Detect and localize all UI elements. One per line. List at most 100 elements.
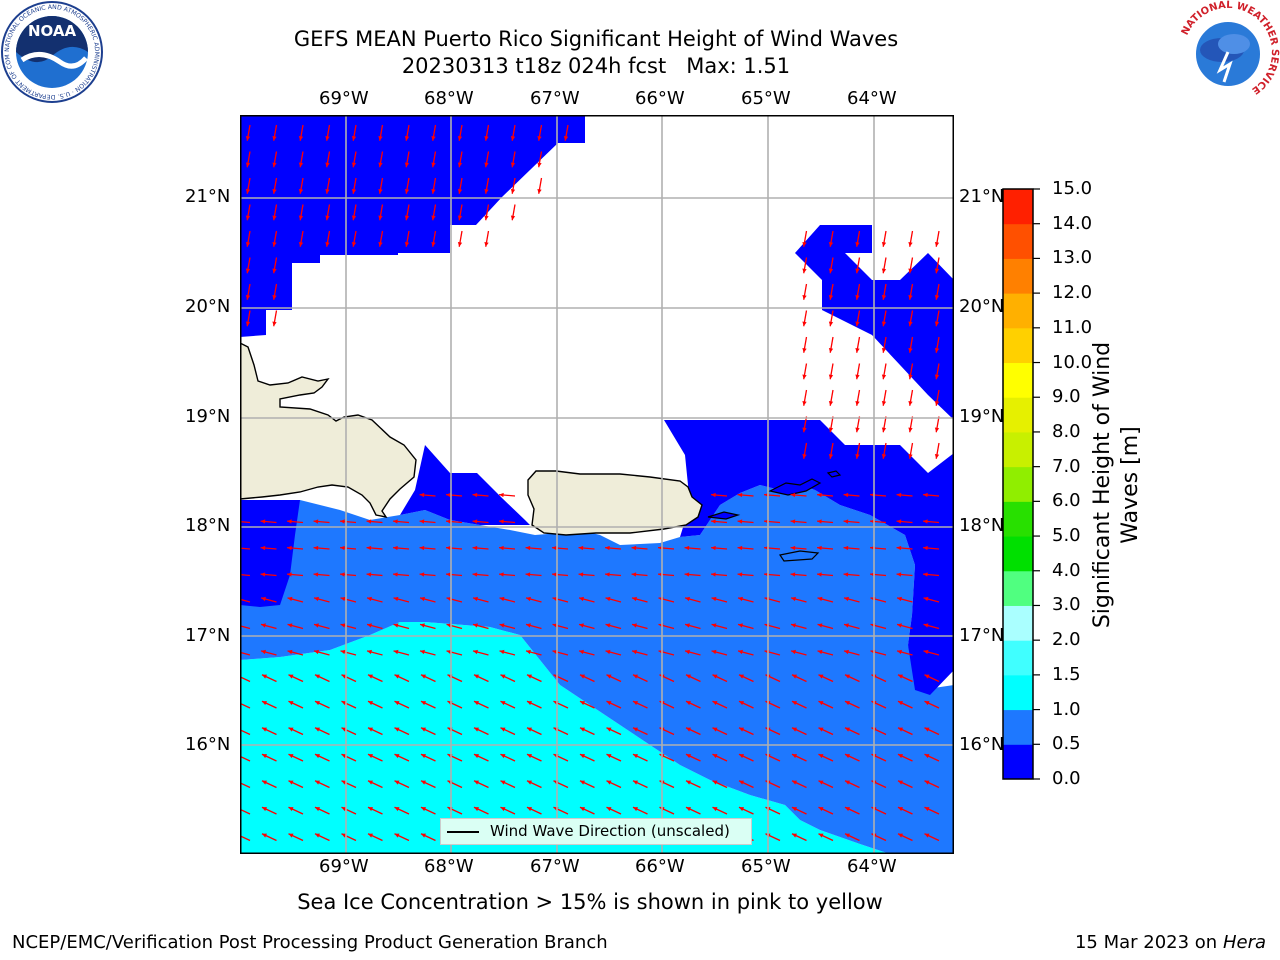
colorbar-tick-label: 9.0 bbox=[1052, 386, 1081, 408]
wind-arrow-head bbox=[908, 453, 913, 459]
wind-arrow-head bbox=[367, 596, 372, 602]
wind-arrow-head bbox=[314, 780, 320, 785]
wind-arrow-head bbox=[738, 649, 743, 655]
wind-arrow-head bbox=[366, 519, 372, 524]
wind-arrow-head bbox=[261, 701, 267, 706]
wind-arrow-head bbox=[923, 519, 928, 524]
wind-arrow-head bbox=[525, 572, 531, 577]
wind-arrow-head bbox=[473, 701, 479, 706]
wind-arrow-head bbox=[738, 701, 744, 706]
lat-label-left-16n: 16°N bbox=[185, 734, 231, 755]
wind-arrow-head bbox=[855, 453, 860, 459]
wind-arrow-head bbox=[288, 780, 294, 785]
puerto-rico-land bbox=[527, 470, 703, 536]
wind-arrow-head bbox=[790, 545, 796, 551]
wind-arrow-head bbox=[394, 780, 400, 785]
wind-arrow-head bbox=[431, 241, 436, 247]
colorbar-tick-label: 3.0 bbox=[1052, 594, 1081, 616]
wind-arrow-head bbox=[934, 268, 940, 274]
wind-arrow-head bbox=[420, 807, 426, 812]
hispaniola-land bbox=[240, 342, 417, 519]
wind-arrow-head bbox=[711, 572, 716, 577]
wind-arrow-head bbox=[472, 545, 478, 551]
wind-arrow-shaft bbox=[240, 755, 251, 762]
wind-arrow-head bbox=[325, 215, 330, 221]
wind-arrow-head bbox=[366, 572, 372, 577]
wind-arrow-head bbox=[738, 727, 744, 732]
colorbar-band bbox=[1003, 327, 1033, 364]
wind-arrow-head bbox=[351, 215, 357, 221]
wind-arrow-head bbox=[537, 188, 542, 194]
wind-arrow-head bbox=[260, 545, 266, 551]
wind-arrow-head bbox=[897, 674, 903, 679]
wind-arrow-head bbox=[881, 268, 887, 274]
wind-arrow-head bbox=[499, 596, 505, 602]
wind-arrow-head bbox=[632, 780, 638, 785]
wind-arrow-head bbox=[711, 545, 716, 551]
wind-arrow-head bbox=[711, 492, 716, 498]
wind-arrow-head bbox=[420, 833, 426, 838]
wind-arrow-head bbox=[828, 268, 834, 274]
wind-arrow-head bbox=[340, 545, 345, 551]
wind-arrow-head bbox=[378, 241, 383, 247]
wind-arrow-head bbox=[605, 596, 611, 602]
wind-arrow-head bbox=[393, 519, 398, 524]
wind-arrow-head bbox=[378, 188, 383, 194]
lon-label-bottom-69w: 69°W bbox=[319, 856, 369, 877]
wind-arrow-head bbox=[340, 519, 345, 524]
wind-arrow-head bbox=[828, 321, 834, 327]
wind-arrow-head bbox=[817, 623, 823, 628]
wind-arrow-head bbox=[712, 807, 718, 812]
lon-label-bottom-65w: 65°W bbox=[741, 856, 791, 877]
wind-arrow-head bbox=[924, 833, 930, 838]
wind-arrow-head bbox=[738, 674, 744, 679]
wind-arrow-head bbox=[499, 519, 504, 524]
wind-arrow-head bbox=[818, 807, 824, 812]
wind-arrow-head bbox=[790, 492, 796, 498]
colorbar-band bbox=[1003, 674, 1033, 711]
wind-arrow-head bbox=[578, 572, 584, 577]
noaa-logo: NATIONAL OCEANIC AND ATMOSPHERIC ADMINIS… bbox=[0, 0, 103, 103]
wave-fill-0-0-to-0-5-nw bbox=[240, 115, 585, 337]
wind-arrow-head bbox=[844, 780, 850, 785]
wind-arrow-head bbox=[924, 754, 930, 759]
wind-arrow-head bbox=[579, 649, 584, 655]
colorbar-title-line-1: Significant Height of Wind bbox=[1090, 341, 1115, 629]
colorbar-tick-label: 2.0 bbox=[1052, 629, 1081, 651]
wind-arrow-head bbox=[351, 162, 357, 168]
wind-arrow-head bbox=[791, 701, 797, 706]
wind-arrow-head bbox=[605, 545, 610, 551]
wind-arrow-head bbox=[923, 623, 929, 628]
lon-label-bottom-64w: 64°W bbox=[847, 856, 897, 877]
legend-label: Wind Wave Direction (unscaled) bbox=[490, 822, 730, 840]
wind-arrow-head bbox=[420, 596, 425, 602]
lon-label-top-65w: 65°W bbox=[741, 88, 791, 109]
wind-arrow-head bbox=[738, 780, 744, 785]
title-line-2: 20230313 t18z 024h fcst Max: 1.51 bbox=[401, 54, 791, 78]
wind-arrow-head bbox=[855, 241, 860, 247]
wind-arrow-head bbox=[298, 241, 304, 247]
wind-arrow-head bbox=[908, 268, 913, 274]
wind-arrow-head bbox=[818, 701, 824, 706]
wind-arrow-head bbox=[484, 135, 489, 141]
wind-arrow-head bbox=[526, 754, 532, 759]
colorbar-title-line-2: Waves [m] bbox=[1118, 426, 1143, 544]
wind-arrow-head bbox=[351, 135, 357, 141]
colorbar-tick-label: 8.0 bbox=[1052, 420, 1081, 442]
wind-arrow-head bbox=[298, 188, 304, 194]
wind-arrow-head bbox=[287, 572, 292, 577]
wind-arrow-head bbox=[393, 623, 399, 628]
footer-date: 15 Mar 2023 on Hera bbox=[1075, 932, 1266, 953]
wind-arrow-head bbox=[367, 807, 373, 812]
colorbar-tick-label: 4.0 bbox=[1052, 559, 1081, 581]
wind-arrow-head bbox=[431, 135, 436, 141]
colorbar-tick-label: 7.0 bbox=[1052, 455, 1081, 477]
colorbar-band bbox=[1003, 536, 1033, 572]
wind-arrow-head bbox=[934, 241, 940, 247]
wind-arrow-head bbox=[818, 727, 824, 732]
wind-arrow-head bbox=[457, 241, 463, 247]
wind-arrow-head bbox=[420, 674, 426, 679]
wind-arrow-head bbox=[685, 727, 691, 732]
wind-arrow-head bbox=[261, 596, 266, 602]
wind-arrow-head bbox=[802, 241, 807, 247]
